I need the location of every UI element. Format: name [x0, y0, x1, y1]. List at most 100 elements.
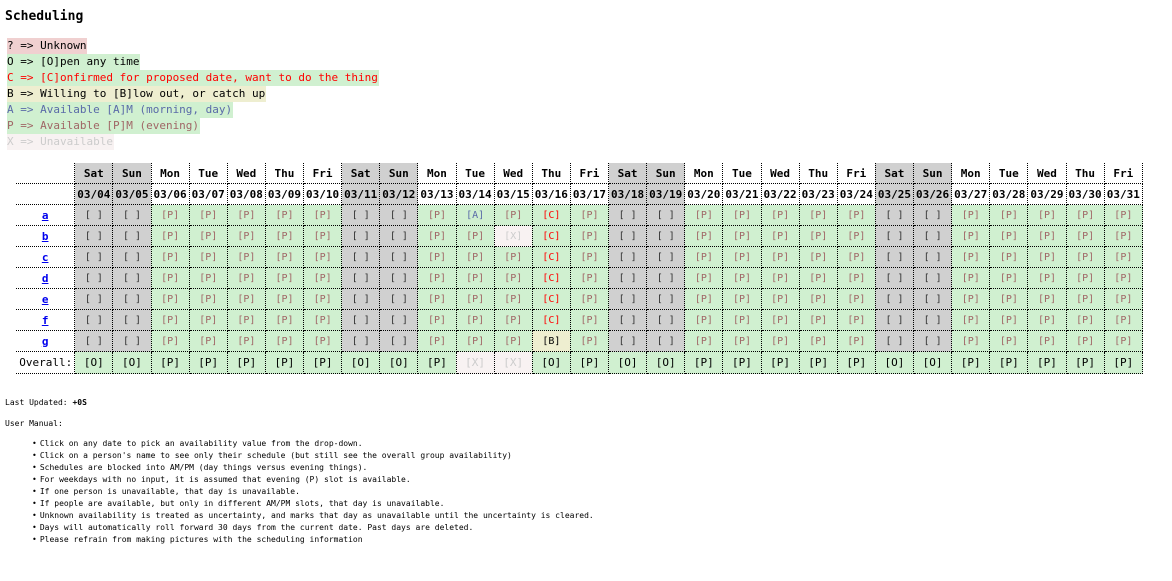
- availability-cell[interactable]: [P]: [1065, 330, 1105, 352]
- availability-cell[interactable]: [P]: [226, 204, 266, 226]
- availability-cell[interactable]: [P]: [150, 330, 190, 352]
- availability-cell[interactable]: [ ]: [874, 246, 915, 268]
- availability-cell[interactable]: [P]: [569, 204, 610, 226]
- availability-cell[interactable]: [P]: [684, 330, 724, 352]
- availability-cell[interactable]: [A]: [455, 204, 495, 226]
- availability-cell[interactable]: [P]: [569, 330, 610, 352]
- availability-cell[interactable]: [P]: [150, 267, 190, 289]
- availability-cell[interactable]: [P]: [1103, 330, 1143, 352]
- availability-cell[interactable]: [P]: [1103, 267, 1143, 289]
- availability-cell[interactable]: [P]: [1027, 288, 1067, 310]
- availability-cell[interactable]: [P]: [1065, 225, 1105, 247]
- availability-cell[interactable]: [P]: [684, 225, 724, 247]
- availability-cell[interactable]: [P]: [150, 225, 190, 247]
- availability-cell[interactable]: [P]: [226, 309, 266, 331]
- availability-cell[interactable]: [P]: [722, 225, 762, 247]
- availability-cell[interactable]: [ ]: [74, 246, 114, 268]
- availability-cell[interactable]: [P]: [836, 288, 876, 310]
- availability-cell[interactable]: [P]: [989, 246, 1029, 268]
- availability-cell[interactable]: [C]: [531, 267, 571, 289]
- availability-cell[interactable]: [P]: [684, 267, 724, 289]
- availability-cell[interactable]: [P]: [951, 204, 991, 226]
- availability-cell[interactable]: [P]: [455, 225, 495, 247]
- availability-cell[interactable]: [P]: [1103, 288, 1143, 310]
- availability-cell[interactable]: [P]: [1027, 267, 1067, 289]
- availability-cell[interactable]: [ ]: [379, 330, 419, 352]
- availability-cell[interactable]: [P]: [303, 288, 343, 310]
- availability-cell[interactable]: [P]: [417, 225, 457, 247]
- availability-cell[interactable]: [P]: [455, 267, 495, 289]
- person-name-link[interactable]: g: [16, 330, 76, 352]
- availability-cell[interactable]: [P]: [722, 246, 762, 268]
- availability-cell[interactable]: [ ]: [913, 330, 953, 352]
- availability-cell[interactable]: [P]: [722, 267, 762, 289]
- availability-cell[interactable]: [ ]: [112, 246, 152, 268]
- availability-cell[interactable]: [ ]: [112, 309, 152, 331]
- availability-cell[interactable]: [P]: [951, 288, 991, 310]
- availability-cell[interactable]: [P]: [226, 225, 266, 247]
- availability-cell[interactable]: [ ]: [913, 204, 953, 226]
- availability-cell[interactable]: [ ]: [74, 330, 114, 352]
- availability-cell[interactable]: [P]: [188, 204, 228, 226]
- availability-cell[interactable]: [P]: [989, 225, 1029, 247]
- availability-cell[interactable]: [P]: [798, 246, 838, 268]
- availability-cell[interactable]: [P]: [760, 267, 800, 289]
- availability-cell[interactable]: [P]: [1103, 309, 1143, 331]
- availability-cell[interactable]: [P]: [188, 225, 228, 247]
- availability-cell[interactable]: [P]: [798, 288, 838, 310]
- availability-cell[interactable]: [ ]: [341, 309, 381, 331]
- availability-cell[interactable]: [P]: [303, 309, 343, 331]
- person-name-link[interactable]: d: [16, 267, 76, 289]
- availability-cell[interactable]: [P]: [417, 267, 457, 289]
- availability-cell[interactable]: [ ]: [874, 204, 915, 226]
- availability-cell[interactable]: [P]: [836, 204, 876, 226]
- availability-cell[interactable]: [P]: [455, 246, 495, 268]
- availability-cell[interactable]: [ ]: [608, 267, 648, 289]
- availability-cell[interactable]: [ ]: [913, 246, 953, 268]
- availability-cell[interactable]: [P]: [722, 330, 762, 352]
- availability-cell[interactable]: [ ]: [74, 204, 114, 226]
- availability-cell[interactable]: [P]: [303, 204, 343, 226]
- availability-cell[interactable]: [P]: [684, 204, 724, 226]
- availability-cell[interactable]: [ ]: [608, 309, 648, 331]
- availability-cell[interactable]: [P]: [1103, 246, 1143, 268]
- availability-cell[interactable]: [P]: [188, 309, 228, 331]
- availability-cell[interactable]: [ ]: [341, 204, 381, 226]
- availability-cell[interactable]: [ ]: [341, 267, 381, 289]
- availability-cell[interactable]: [ ]: [913, 267, 953, 289]
- availability-cell[interactable]: [P]: [989, 204, 1029, 226]
- availability-cell[interactable]: [P]: [1027, 309, 1067, 331]
- availability-cell[interactable]: [P]: [798, 204, 838, 226]
- availability-cell[interactable]: [ ]: [874, 225, 915, 247]
- availability-cell[interactable]: [P]: [188, 288, 228, 310]
- availability-cell[interactable]: [P]: [493, 309, 533, 331]
- availability-cell[interactable]: [P]: [569, 267, 610, 289]
- availability-cell[interactable]: [ ]: [874, 288, 915, 310]
- availability-cell[interactable]: [P]: [493, 204, 533, 226]
- availability-cell[interactable]: [ ]: [379, 204, 419, 226]
- availability-cell[interactable]: [P]: [684, 309, 724, 331]
- availability-cell[interactable]: [P]: [493, 330, 533, 352]
- availability-cell[interactable]: [P]: [455, 330, 495, 352]
- availability-cell[interactable]: [P]: [226, 288, 266, 310]
- availability-cell[interactable]: [P]: [684, 246, 724, 268]
- person-name-link[interactable]: c: [16, 246, 76, 268]
- availability-cell[interactable]: [ ]: [874, 267, 915, 289]
- availability-cell[interactable]: [ ]: [379, 309, 419, 331]
- availability-cell[interactable]: [P]: [303, 246, 343, 268]
- availability-cell[interactable]: [P]: [836, 309, 876, 331]
- availability-cell[interactable]: [ ]: [646, 330, 686, 352]
- availability-cell[interactable]: [ ]: [74, 267, 114, 289]
- availability-cell[interactable]: [P]: [1027, 204, 1067, 226]
- availability-cell[interactable]: [P]: [798, 267, 838, 289]
- availability-cell[interactable]: [P]: [417, 288, 457, 310]
- availability-cell[interactable]: [ ]: [874, 309, 915, 331]
- person-name-link[interactable]: f: [16, 309, 76, 331]
- availability-cell[interactable]: [P]: [836, 246, 876, 268]
- availability-cell[interactable]: [P]: [684, 288, 724, 310]
- availability-cell[interactable]: [P]: [303, 267, 343, 289]
- availability-cell[interactable]: [P]: [264, 309, 305, 331]
- availability-cell[interactable]: [B]: [531, 330, 571, 352]
- availability-cell[interactable]: [ ]: [913, 288, 953, 310]
- availability-cell[interactable]: [P]: [1027, 246, 1067, 268]
